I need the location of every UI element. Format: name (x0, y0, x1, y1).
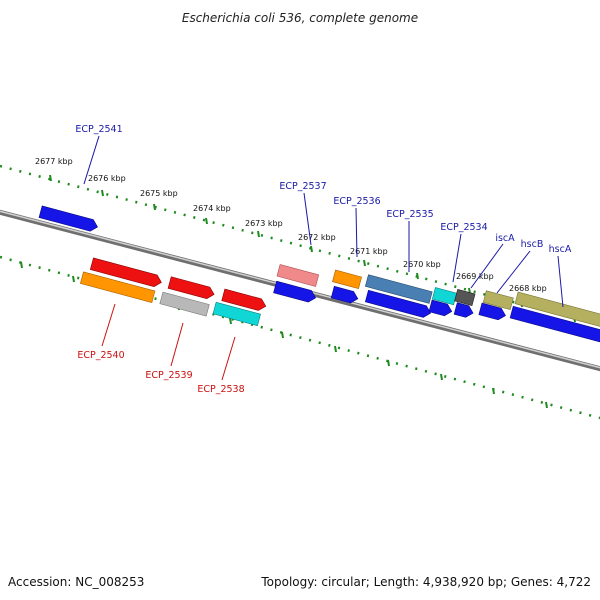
kbp-label-2670: 2670 kbp (403, 260, 441, 269)
gene-isca[interactable] (454, 288, 476, 306)
gene-blue-4[interactable] (330, 285, 359, 304)
gene-hscb[interactable] (482, 290, 514, 310)
reverse-leaders (101, 303, 236, 381)
genome-summary: Topology: circular; Length: 4,938,920 bp… (260, 575, 591, 589)
gene-ecp2534-cyan[interactable] (431, 287, 458, 306)
kbp-label-2676: 2676 kbp (88, 174, 126, 183)
kbp-label-2674: 2674 kbp (193, 204, 231, 213)
kbp-label-2677: 2677 kbp (35, 157, 73, 166)
kbp-label-2672: 2672 kbp (298, 233, 336, 242)
gene-blue-5[interactable] (364, 289, 432, 319)
label-ecp2537[interactable]: ECP_2537 (279, 181, 326, 192)
label-isca[interactable]: iscA (495, 233, 515, 244)
label-ecp2538[interactable]: ECP_2538 (197, 384, 244, 395)
gene-blue-9[interactable] (509, 305, 600, 345)
kbp-label-2675: 2675 kbp (140, 189, 178, 198)
forward-gene-labels: ECP_2541 ECP_2537 ECP_2536 ECP_2535 ECP_… (75, 124, 571, 255)
label-ecp2540[interactable]: ECP_2540 (77, 350, 124, 361)
label-ecp2539[interactable]: ECP_2539 (145, 370, 192, 381)
label-ecp2535[interactable]: ECP_2535 (386, 209, 433, 220)
gene-blue-6[interactable] (428, 299, 453, 317)
kbp-label-2671: 2671 kbp (350, 247, 388, 256)
gene-ecp2540[interactable] (80, 271, 156, 303)
reverse-gene-labels: ECP_2540 ECP_2539 ECP_2538 (77, 350, 244, 395)
gene-blue-7[interactable] (453, 302, 474, 319)
outer-tick-ring (0, 164, 600, 327)
gene-hsca[interactable] (514, 291, 600, 333)
label-ecp2541[interactable]: ECP_2541 (75, 124, 122, 135)
label-ecp2536[interactable]: ECP_2536 (333, 196, 380, 207)
forward-leaders (83, 135, 564, 308)
gene-ecp2538[interactable] (212, 301, 261, 327)
gene-ecp2539[interactable] (159, 291, 210, 317)
kbp-label-2668: 2668 kbp (509, 284, 547, 293)
gene-ecp2535[interactable] (364, 274, 433, 304)
kbp-labels: 2677 kbp 2676 kbp 2675 kbp 2674 kbp 2673… (35, 157, 547, 293)
label-hsca[interactable]: hscA (549, 244, 572, 255)
gene-ecp2538-red[interactable] (221, 288, 268, 312)
accession-label: Accession: NC_008253 (8, 575, 144, 589)
gene-ecp2541[interactable] (38, 205, 99, 233)
gene-ecp2536[interactable] (332, 269, 362, 289)
map-title: Escherichia coli 536, complete genome (182, 11, 418, 25)
label-ecp2534[interactable]: ECP_2534 (440, 222, 487, 233)
inner-tick-ring (0, 255, 600, 420)
kbp-label-2669: 2669 kbp (456, 272, 494, 281)
gene-ecp2539-red[interactable] (167, 276, 216, 300)
label-hscb[interactable]: hscB (521, 239, 544, 250)
gene-blue-3[interactable] (273, 280, 318, 303)
gene-blue-8[interactable] (478, 302, 507, 321)
kbp-label-2673: 2673 kbp (245, 219, 283, 228)
gene-ecp2540-red[interactable] (89, 257, 163, 288)
gene-ecp2537[interactable] (276, 264, 320, 287)
